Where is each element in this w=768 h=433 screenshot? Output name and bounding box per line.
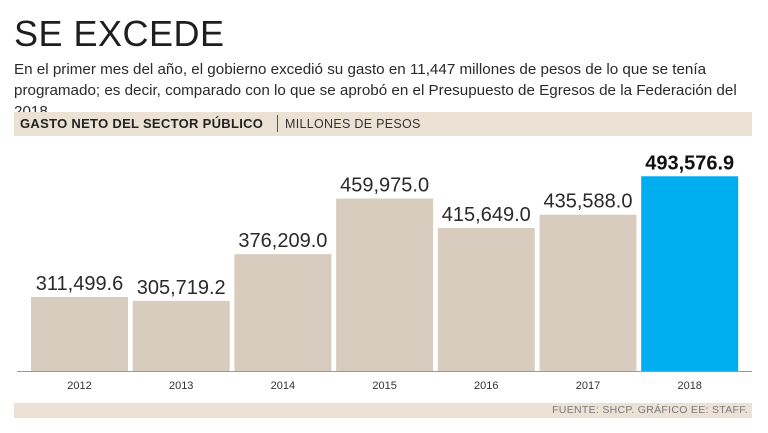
subtitle: En el primer mes del año, el gobierno ex… [14, 61, 737, 120]
x-tick-2014: 2014 [271, 380, 295, 392]
value-label-2016: 415,649.0 [442, 204, 531, 226]
source-note: FUENTE: SHCP. GRÁFICO EE: STAFF. [552, 404, 748, 416]
bar-2015 [336, 198, 434, 371]
value-label-2017: 435,588.0 [544, 191, 633, 213]
x-tick-2018: 2018 [677, 380, 701, 392]
bar-2012 [31, 297, 128, 371]
bar-2017 [539, 214, 637, 371]
value-label-2012: 311,499.6 [36, 273, 124, 295]
x-tick-2016: 2016 [474, 380, 498, 392]
x-tick-2015: 2015 [372, 380, 396, 392]
bar-chart: 311,499.6 2012 305,719.2 2013 376,209.0 2014 4… [17, 152, 752, 392]
header-divider [277, 115, 278, 132]
footer-band: FUENTE: SHCP. GRÁFICO EE: STAFF. [14, 403, 752, 418]
chart-title: GASTO NETO DEL SECTOR PÚBLICO [20, 116, 264, 131]
x-tick-2013: 2013 [169, 380, 193, 392]
bar-2013 [132, 300, 230, 371]
bar-2016 [437, 227, 535, 371]
value-label-2014: 376,209.0 [238, 230, 327, 252]
value-label-2013: 305,719.2 [137, 277, 226, 299]
value-label-2015: 459,975.0 [340, 175, 429, 197]
value-label-2018: 493,576.9 [645, 152, 734, 174]
chart-unit-label: MILLONES DE PESOS [285, 117, 421, 131]
chart-header-band: GASTO NETO DEL SECTOR PÚBLICO MILLONES D… [14, 112, 752, 136]
bar-2018 [641, 176, 739, 371]
x-tick-2012: 2012 [67, 380, 91, 392]
page-title: SE EXCEDE [14, 13, 225, 54]
bar-2014 [234, 254, 332, 371]
x-tick-2017: 2017 [576, 380, 600, 392]
